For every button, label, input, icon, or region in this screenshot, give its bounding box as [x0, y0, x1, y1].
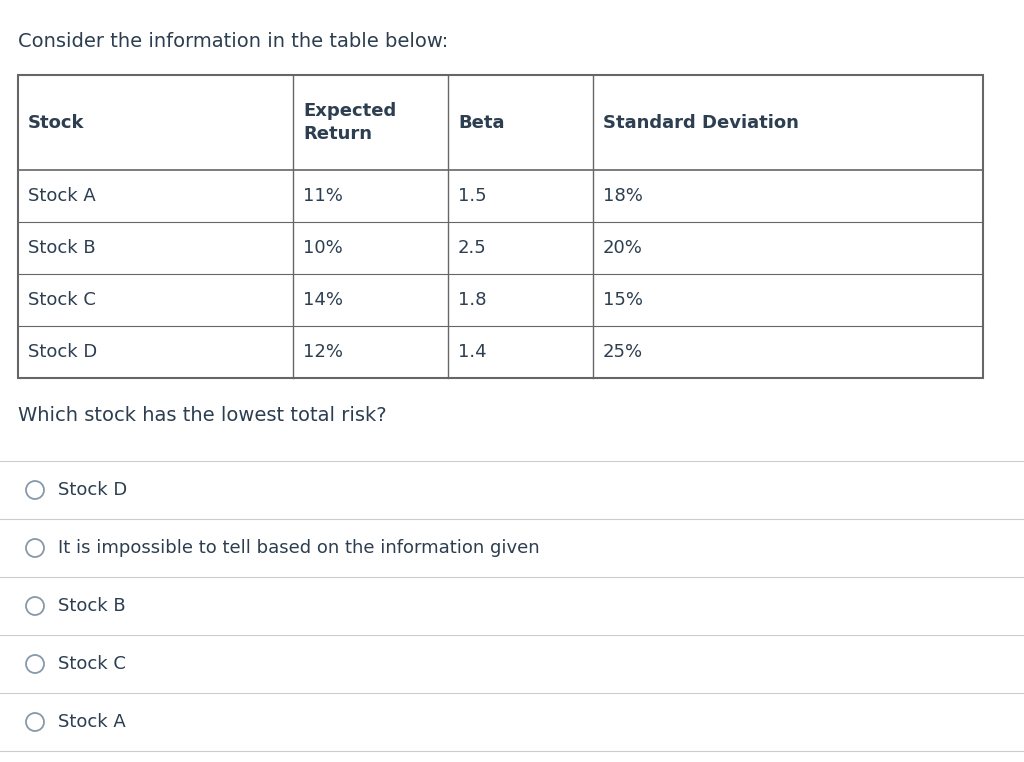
Text: 1.4: 1.4 [458, 343, 486, 361]
Text: Stock A: Stock A [58, 713, 126, 731]
Text: Stock A: Stock A [28, 187, 96, 205]
Text: Stock C: Stock C [28, 291, 96, 309]
Bar [18, 75, 983, 378]
Text: Stock: Stock [28, 114, 85, 132]
Text: Beta: Beta [458, 114, 505, 132]
Text: Which stock has the lowest total risk?: Which stock has the lowest total risk? [18, 406, 387, 425]
Text: Consider the information in the table below:: Consider the information in the table be… [18, 32, 449, 51]
Text: It is impossible to tell based on the information given: It is impossible to tell based on the in… [58, 539, 540, 557]
Text: Expected
Return: Expected Return [303, 101, 396, 143]
Text: Stock B: Stock B [28, 239, 95, 257]
Text: 1.8: 1.8 [458, 291, 486, 309]
Text: 20%: 20% [603, 239, 643, 257]
Text: Standard Deviation: Standard Deviation [603, 114, 799, 132]
Text: Stock D: Stock D [58, 481, 127, 499]
Text: 11%: 11% [303, 187, 343, 205]
Text: 14%: 14% [303, 291, 343, 309]
Text: 12%: 12% [303, 343, 343, 361]
Text: 25%: 25% [603, 343, 643, 361]
Text: 18%: 18% [603, 187, 643, 205]
Text: 10%: 10% [303, 239, 343, 257]
Text: 1.5: 1.5 [458, 187, 486, 205]
Text: 2.5: 2.5 [458, 239, 486, 257]
Text: Stock C: Stock C [58, 655, 126, 673]
Text: Stock B: Stock B [58, 597, 126, 615]
Text: Stock D: Stock D [28, 343, 97, 361]
Text: 15%: 15% [603, 291, 643, 309]
